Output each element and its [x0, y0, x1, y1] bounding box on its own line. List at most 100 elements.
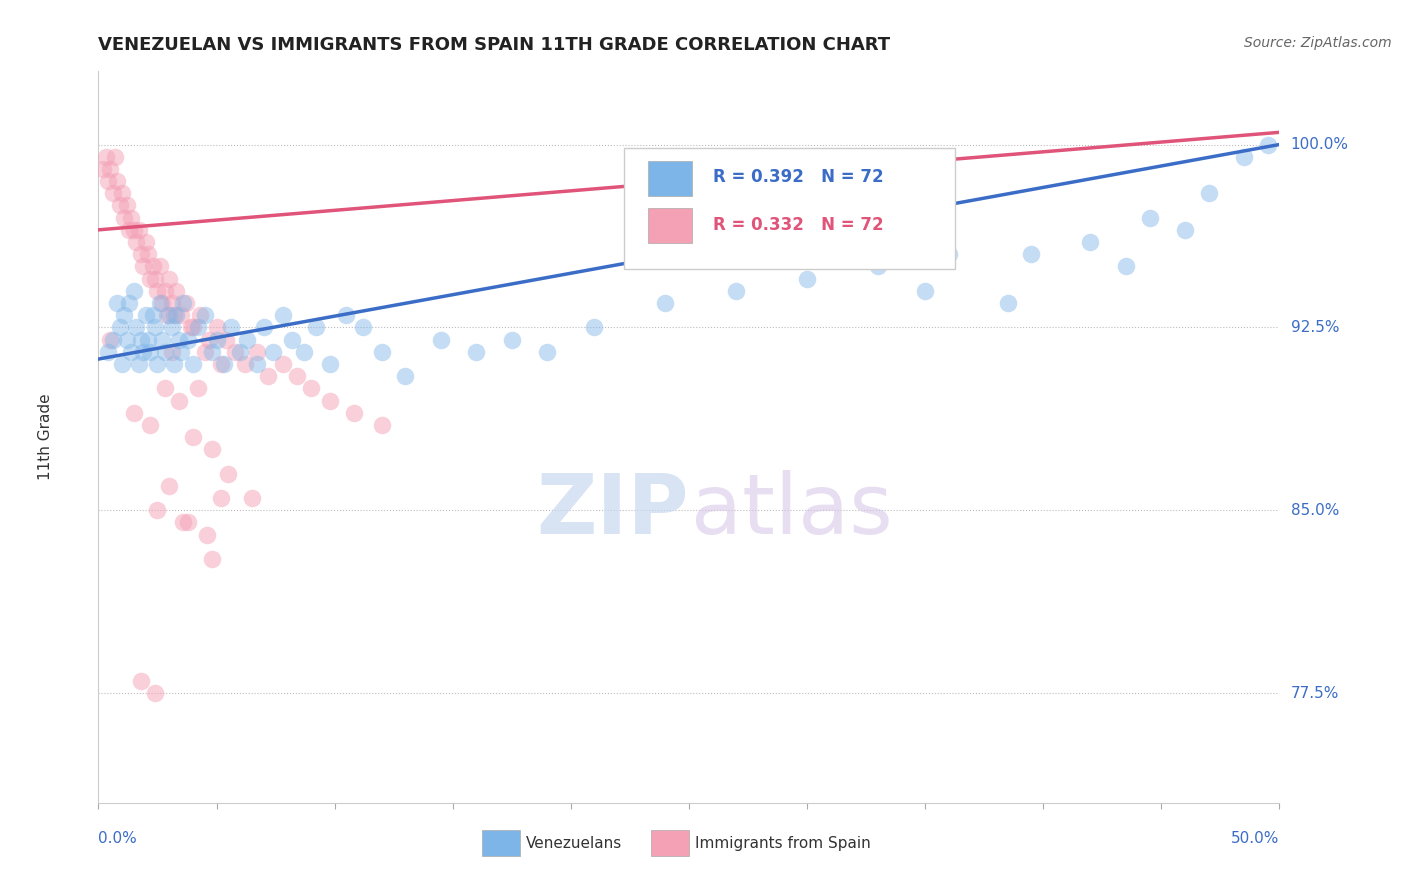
- Point: [160, 344, 183, 359]
- Point: [163, 357, 186, 371]
- Point: [187, 320, 209, 334]
- Point: [132, 344, 155, 359]
- Point: [177, 516, 200, 530]
- Point: [262, 344, 284, 359]
- Point: [136, 247, 159, 261]
- Point: [91, 161, 114, 176]
- Point: [342, 406, 364, 420]
- Point: [121, 344, 143, 359]
- Point: [149, 260, 172, 274]
- Point: [536, 344, 558, 359]
- Text: 77.5%: 77.5%: [1291, 686, 1339, 700]
- Point: [1233, 150, 1256, 164]
- Point: [430, 333, 453, 347]
- Point: [187, 381, 209, 395]
- Point: [172, 516, 194, 530]
- Point: [172, 296, 194, 310]
- Point: [209, 357, 232, 371]
- Point: [215, 333, 238, 347]
- Point: [195, 527, 218, 541]
- Point: [188, 308, 211, 322]
- Text: atlas: atlas: [692, 470, 893, 550]
- FancyBboxPatch shape: [624, 148, 955, 268]
- Text: 85.0%: 85.0%: [1291, 503, 1339, 517]
- Point: [305, 320, 328, 334]
- Point: [139, 417, 162, 432]
- Point: [122, 223, 145, 237]
- Point: [153, 381, 176, 395]
- Point: [371, 344, 394, 359]
- Point: [111, 357, 134, 371]
- Point: [180, 320, 202, 334]
- Point: [108, 198, 131, 212]
- Point: [198, 333, 221, 347]
- Point: [129, 247, 152, 261]
- Point: [146, 503, 169, 517]
- Point: [371, 417, 394, 432]
- FancyBboxPatch shape: [648, 208, 693, 244]
- Point: [125, 235, 148, 249]
- Point: [236, 333, 259, 347]
- Point: [112, 308, 135, 322]
- Point: [132, 260, 155, 274]
- Point: [143, 686, 166, 700]
- Point: [271, 357, 294, 371]
- Point: [129, 673, 152, 688]
- Point: [583, 320, 606, 334]
- Point: [1115, 260, 1137, 274]
- Point: [108, 320, 131, 334]
- Text: ZIP: ZIP: [537, 470, 689, 550]
- Point: [285, 369, 308, 384]
- Point: [156, 308, 179, 322]
- Point: [319, 393, 342, 408]
- Point: [352, 320, 374, 334]
- Text: R = 0.332   N = 72: R = 0.332 N = 72: [713, 216, 883, 234]
- Text: 50.0%: 50.0%: [1232, 830, 1279, 846]
- Point: [153, 344, 176, 359]
- Point: [257, 369, 280, 384]
- Point: [253, 320, 276, 334]
- Point: [465, 344, 488, 359]
- Point: [796, 271, 818, 285]
- Point: [271, 308, 294, 322]
- Point: [240, 491, 263, 505]
- Point: [101, 186, 124, 201]
- Point: [1257, 137, 1279, 152]
- Point: [129, 333, 152, 347]
- Point: [143, 271, 166, 285]
- Point: [135, 308, 157, 322]
- Point: [105, 174, 128, 188]
- Point: [115, 198, 138, 212]
- Point: [201, 442, 224, 457]
- Point: [194, 344, 217, 359]
- Point: [501, 333, 523, 347]
- Point: [177, 333, 200, 347]
- Point: [654, 296, 676, 310]
- Point: [224, 344, 246, 359]
- Point: [229, 344, 252, 359]
- Point: [205, 320, 228, 334]
- Point: [165, 308, 187, 322]
- Text: Source: ZipAtlas.com: Source: ZipAtlas.com: [1244, 36, 1392, 50]
- Text: 92.5%: 92.5%: [1291, 320, 1339, 334]
- Point: [150, 296, 173, 310]
- Point: [97, 174, 120, 188]
- Point: [142, 260, 165, 274]
- FancyBboxPatch shape: [651, 830, 689, 856]
- Point: [125, 320, 148, 334]
- Point: [94, 150, 117, 164]
- Point: [118, 223, 141, 237]
- Text: R = 0.392   N = 72: R = 0.392 N = 72: [713, 169, 883, 186]
- Point: [97, 344, 120, 359]
- Point: [938, 247, 960, 261]
- Point: [146, 284, 169, 298]
- Point: [128, 357, 150, 371]
- Point: [115, 333, 138, 347]
- Point: [246, 357, 269, 371]
- Point: [150, 333, 173, 347]
- Point: [157, 479, 180, 493]
- Point: [201, 344, 224, 359]
- Point: [98, 333, 121, 347]
- Point: [146, 357, 169, 371]
- Point: [167, 333, 190, 347]
